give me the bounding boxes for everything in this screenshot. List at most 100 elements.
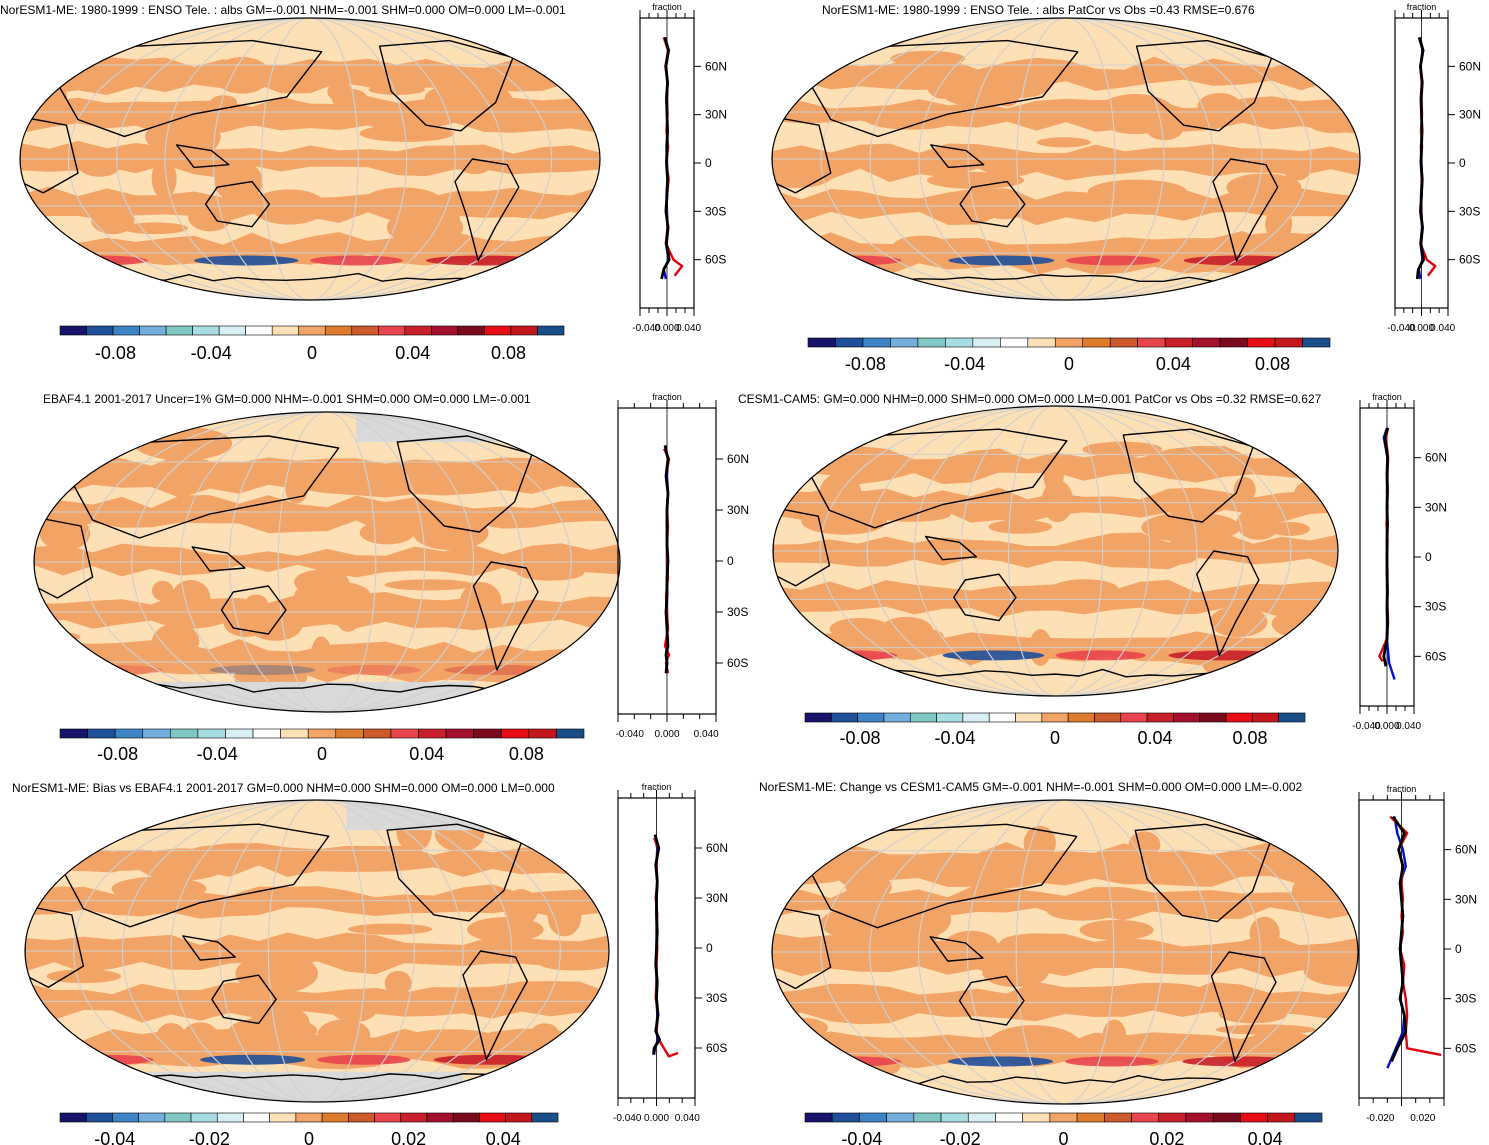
map-anomaly-patch: [359, 521, 415, 545]
map-anomaly-band: [772, 841, 1358, 888]
map-anomaly-patch: [866, 73, 906, 85]
map-anomaly-patch: [214, 160, 263, 203]
map-anomaly-patch: [136, 848, 229, 881]
map-anomaly-patch: [40, 437, 81, 477]
colorbar-swatch: [857, 712, 885, 723]
map-anomaly-patch: [1235, 849, 1263, 865]
map-anomaly-patch: [213, 57, 271, 94]
colorbar-swatch: [945, 337, 974, 348]
zonal-lat-label: 60N: [1459, 59, 1481, 73]
colorbar-swatch: [1240, 1112, 1268, 1123]
zonal-unit-label: fraction: [652, 392, 682, 402]
map-coastline: [181, 935, 236, 961]
colorbar-swatch: [112, 1112, 139, 1123]
zonal-x-tick-label: -0.040: [613, 1113, 642, 1124]
zonal-series-alt: [1386, 816, 1407, 1069]
map-anomaly-band: [34, 495, 620, 534]
map-anomaly-patch: [530, 1023, 560, 1046]
colorbar-swatch: [988, 712, 1016, 723]
colorbar-tick-label: 0: [304, 1129, 314, 1145]
colorbar-swatch: [307, 728, 337, 739]
map-southern-ocean-anomaly: [200, 1054, 306, 1065]
map-coastline: [20, 116, 79, 194]
colorbar-swatch: [1199, 712, 1227, 723]
colorbar-swatch: [1104, 1112, 1132, 1123]
map-anomaly-patch: [1293, 231, 1359, 263]
colorbar-tick-label: 0.04: [1137, 728, 1172, 748]
colorbar-swatch: [510, 325, 538, 336]
zonal-series-model: [1390, 815, 1408, 1063]
colorbar-swatch: [59, 1112, 87, 1123]
colorbar-swatch: [400, 1112, 428, 1123]
colorbar-tick-label: -0.08: [97, 744, 138, 764]
colorbar-swatch: [164, 1112, 192, 1123]
colorbar-swatch: [862, 337, 891, 348]
map-anomaly-patch: [1303, 954, 1358, 987]
map-anomaly-patch: [503, 889, 539, 926]
colorbar-swatch: [1252, 712, 1279, 723]
map-southern-ocean-anomaly: [947, 1056, 1054, 1067]
map-anomaly-patch: [986, 1025, 1082, 1066]
colorbar-swatch: [831, 712, 858, 723]
zonal-lat-label: 0: [727, 554, 734, 568]
map-southern-ocean-anomaly: [310, 255, 403, 266]
map-longitude-gridline: [966, 800, 1164, 1104]
map-anomaly-band: [772, 188, 1360, 226]
map-southern-ocean-anomaly: [1055, 650, 1146, 661]
map-southern-ocean-anomaly: [63, 665, 163, 675]
map-anomaly-patch: [1128, 831, 1161, 858]
colorbar-swatch: [500, 728, 530, 739]
zonal-lat-label: 30S: [706, 991, 727, 1005]
zonal-unit-label: fraction: [1387, 784, 1417, 794]
map-anomaly-patch: [171, 580, 211, 616]
map-frame: [771, 799, 1359, 1105]
panel-6-title: NorESM1-ME: Change vs CESM1-CAM5 GM=-0.0…: [759, 780, 1303, 794]
panel-3-title: EBAF4.1 2001-2017 Uncer=1% GM=0.000 NHM=…: [43, 392, 531, 406]
map-anomaly-patch: [156, 1022, 186, 1050]
map-coastline: [1134, 823, 1271, 923]
colorbar-tick-label: -0.04: [191, 343, 232, 363]
map-coastline: [472, 561, 539, 671]
colorbar-tick-label: -0.08: [839, 728, 880, 748]
panel-6-zonal-plot: fraction -0.020 0.020 60N 30N 0 30S 60S: [1358, 784, 1477, 1124]
panel-3-zonal-plot: fraction -0.040 0.000 0.040 60N 30N 0 30S 60S: [616, 392, 749, 740]
colorbar-swatch: [913, 1112, 942, 1123]
panel-3: EBAF4.1 2001-2017 Uncer=1% GM=0.000 NHM=…: [33, 392, 749, 764]
map-anomaly-patch: [294, 861, 393, 872]
zonal-lat-label: 60N: [705, 59, 727, 73]
map-southern-ocean-anomaly: [1066, 255, 1161, 266]
zonal-lat-label: 0: [705, 156, 712, 170]
map-anomaly-patch: [235, 953, 319, 994]
panel-6-colorbar: -0.04 -0.02 0 0.02 0.04: [804, 1112, 1323, 1145]
colorbar-tick-label: 0.08: [491, 343, 526, 363]
colorbar-swatch: [85, 1112, 113, 1123]
colorbar-tick-label: 0.04: [395, 343, 430, 363]
map-anomaly-patch: [336, 604, 361, 632]
map-anomaly-patch: [34, 634, 71, 673]
map-anomaly-patch: [517, 565, 585, 581]
colorbar-swatch: [114, 728, 144, 739]
map-anomaly-patch: [151, 158, 177, 199]
colorbar-swatch: [1192, 337, 1221, 348]
colorbar-swatch: [445, 728, 474, 739]
map-southern-ocean-anomaly: [942, 650, 1045, 661]
colorbar-tick-label: -0.02: [189, 1129, 230, 1145]
zonal-x-tick-label: 0.040: [676, 323, 701, 334]
zonal-x-tick-label: -0.040: [632, 323, 661, 334]
zonal-x-tick-label: -0.040: [1352, 721, 1381, 732]
map-coastline: [953, 573, 1017, 622]
map-anomaly-patch: [982, 957, 1049, 988]
map-anomaly-patch: [76, 148, 123, 177]
zonal-lat-label: 60S: [727, 656, 748, 670]
zonal-x-tick-label: 0.040: [1430, 323, 1455, 334]
panel-1-map: [19, 17, 601, 301]
colorbar-tick-label: 0.08: [509, 744, 544, 764]
map-southern-ocean-anomaly: [801, 650, 898, 661]
panel-2-colorbar: -0.08 -0.04 0 0.04 0.08: [807, 337, 1331, 374]
zonal-unit-label: fraction: [652, 2, 682, 12]
zonal-lat-label: 0: [1425, 550, 1432, 564]
zonal-lat-label: 0: [706, 941, 713, 955]
colorbar-swatch: [1173, 712, 1201, 723]
map-anomaly-patch: [46, 969, 122, 984]
